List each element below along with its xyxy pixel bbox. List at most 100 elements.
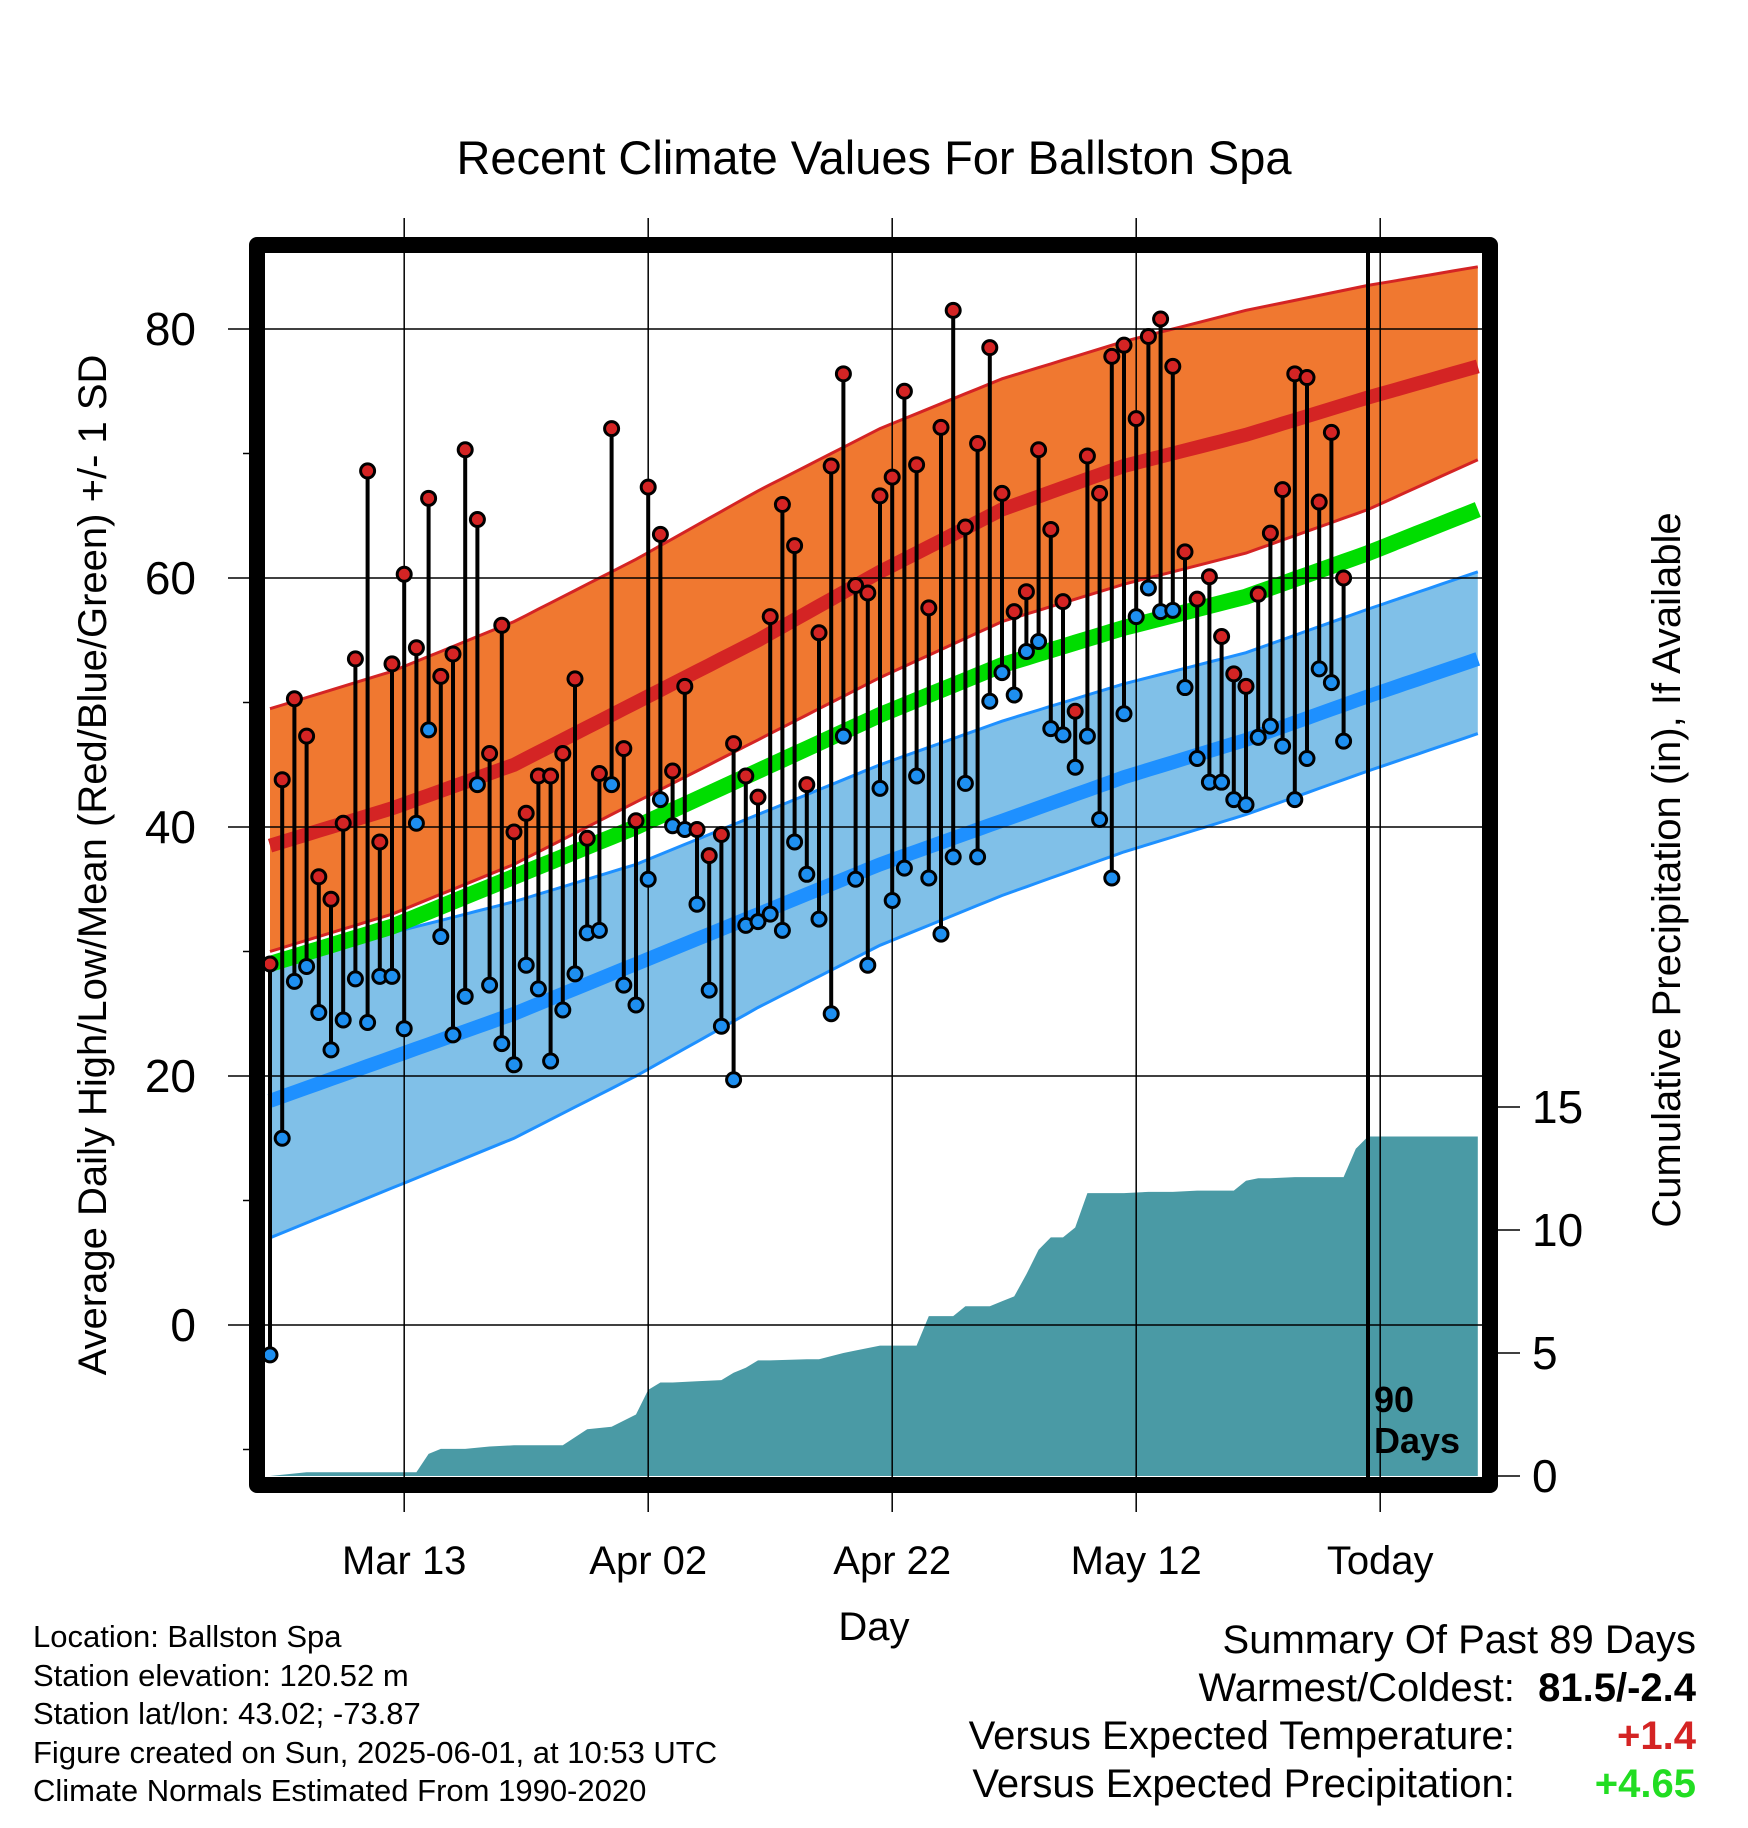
daily-high-point: [359, 462, 377, 480]
temp-departure-value: +1.4: [1617, 1714, 1696, 1758]
daily-low-point: [542, 1052, 560, 1070]
daily-high-point: [700, 847, 718, 865]
y-tick-label: 80: [145, 303, 196, 355]
daily-high-point: [749, 788, 767, 806]
x-tick-label: May 12: [1071, 1539, 1202, 1583]
daily-high-point: [1054, 593, 1072, 611]
daily-high-point: [1078, 447, 1096, 465]
y2-tick-label: 5: [1532, 1327, 1558, 1379]
daily-high-point: [712, 825, 730, 843]
created-text: Figure created on Sun, 2025-06-01, at 10…: [33, 1734, 718, 1770]
daily-low-point: [1188, 750, 1206, 768]
daily-low-point: [359, 1013, 377, 1031]
daily-high-point: [969, 435, 987, 453]
daily-low-point: [517, 956, 535, 974]
daily-high-point: [688, 820, 706, 838]
daily-high-point: [627, 812, 645, 830]
daily-low-point: [1017, 642, 1035, 660]
daily-low-point: [285, 972, 303, 990]
daily-high-point: [1310, 493, 1328, 511]
x-tick-label: Apr 02: [589, 1539, 707, 1583]
daily-low-point: [956, 774, 974, 792]
daily-high-point: [847, 576, 865, 594]
daily-high-point: [1274, 481, 1292, 499]
daily-low-point: [1078, 727, 1096, 745]
daily-high-point: [895, 382, 913, 400]
daily-low-point: [786, 833, 804, 851]
daily-low-point: [1115, 705, 1133, 723]
daily-low-point: [627, 996, 645, 1014]
low-band-lower-edge: [269, 732, 1479, 1240]
mean-normal-line: [267, 502, 1481, 972]
daily-low-point: [590, 921, 608, 939]
daily-high-point: [908, 456, 926, 474]
daily-low-point: [468, 776, 486, 794]
elevation-text: Station elevation: 120.52 m: [33, 1657, 409, 1693]
summary-temp-row: Versus Expected Temperature: +1.4: [969, 1712, 1696, 1760]
daily-high-point: [810, 624, 828, 642]
daily-low-point: [920, 869, 938, 887]
precip-area: [270, 1136, 1478, 1476]
daily-low-point: [432, 928, 450, 946]
daily-low-point: [505, 1056, 523, 1074]
daily-high-point: [481, 745, 499, 763]
y2-tick-label: 0: [1532, 1450, 1558, 1502]
daily-low-point: [1139, 579, 1157, 597]
summary-title: Summary Of Past 89 Days: [1222, 1618, 1696, 1662]
summary-precip-row: Versus Expected Precipitation: +4.65: [969, 1760, 1696, 1808]
daily-high-point: [1017, 583, 1035, 601]
daily-low-point: [273, 1129, 291, 1147]
daily-high-point: [578, 829, 596, 847]
daily-high-point: [773, 496, 791, 514]
daily-high-point: [761, 608, 779, 626]
daily-high-point: [944, 301, 962, 319]
daily-low-point: [566, 965, 584, 983]
x-tick-label: Apr 22: [833, 1539, 951, 1583]
daily-low-point: [761, 905, 779, 923]
daily-high-point: [1127, 410, 1145, 428]
y-tick-label: 20: [145, 1050, 196, 1102]
daily-low-point: [712, 1017, 730, 1035]
daily-high-point: [651, 525, 669, 543]
daily-high-point: [285, 690, 303, 708]
daily-low-point: [420, 721, 438, 739]
daily-high-point: [834, 365, 852, 383]
daily-high-point: [432, 667, 450, 685]
daily-low-point: [334, 1011, 352, 1029]
daily-high-point: [920, 599, 938, 617]
daily-high-point: [554, 745, 572, 763]
warmest-value: 81.5/-2.4: [1538, 1666, 1696, 1710]
daily-low-point: [932, 925, 950, 943]
daily-low-point: [407, 814, 425, 832]
daily-low-point: [908, 767, 926, 785]
y-tick-label: 0: [170, 1299, 196, 1351]
daily-low-point: [1310, 660, 1328, 678]
daily-low-point: [1176, 679, 1194, 697]
daily-high-point: [1042, 520, 1060, 538]
daily-high-point: [298, 727, 316, 745]
daily-high-point: [1066, 702, 1084, 720]
daily-low-point: [383, 967, 401, 985]
precip-departure-label: Versus Expected Precipitation:: [972, 1762, 1515, 1806]
daily-high-point: [737, 767, 755, 785]
daily-high-point: [420, 489, 438, 507]
daily-high-point: [1335, 569, 1353, 587]
daily-high-point: [676, 677, 694, 695]
daily-low-point: [847, 870, 865, 888]
daily-low-point: [1237, 796, 1255, 814]
daily-low-point: [822, 1005, 840, 1023]
daily-low-point: [834, 727, 852, 745]
daily-low-point: [688, 895, 706, 913]
daily-high-point: [566, 670, 584, 688]
daily-low-point: [981, 692, 999, 710]
daily-low-point: [725, 1071, 743, 1089]
y-tick-label: 60: [145, 552, 196, 604]
daily-low-point: [603, 776, 621, 794]
daily-high-point: [786, 537, 804, 555]
daily-high-point: [505, 823, 523, 841]
daily-low-point: [871, 779, 889, 797]
daily-low-point: [1164, 601, 1182, 619]
y-axis-label: Average Daily High/Low/Mean (Red/Blue/Gr…: [71, 355, 115, 1376]
